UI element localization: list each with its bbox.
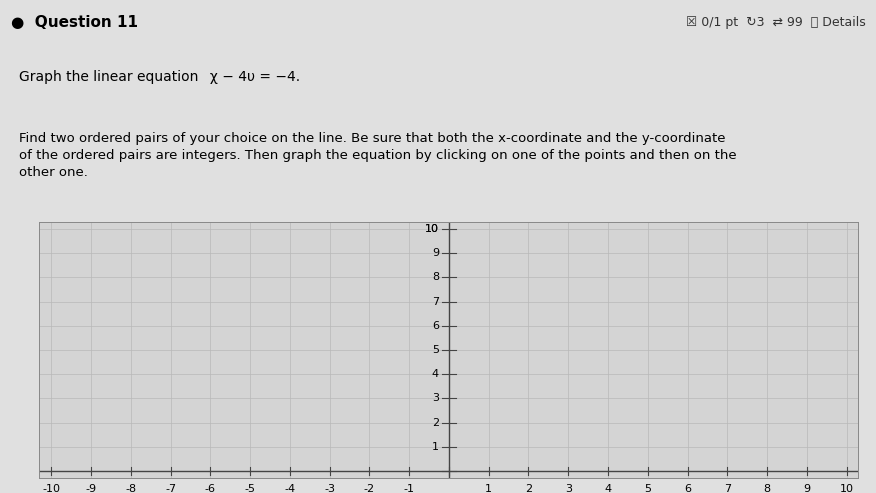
Text: -10: -10 [42,484,60,493]
Text: 7: 7 [432,297,439,307]
Text: 5: 5 [644,484,651,493]
Text: 5: 5 [432,345,439,355]
Text: 1: 1 [485,484,492,493]
Text: -3: -3 [324,484,336,493]
Text: 6: 6 [684,484,691,493]
Text: 7: 7 [724,484,731,493]
Text: 10: 10 [839,484,853,493]
Text: 3: 3 [565,484,572,493]
Text: 1: 1 [432,442,439,452]
Text: -5: -5 [244,484,256,493]
Text: Find two ordered pairs of your choice on the line. Be sure that both the x-coord: Find two ordered pairs of your choice on… [19,132,737,179]
Text: -7: -7 [165,484,176,493]
Text: 2: 2 [432,418,439,427]
Text: 8: 8 [764,484,771,493]
Text: 3: 3 [432,393,439,403]
Text: Graph the linear equation   χ − 4υ = −4.: Graph the linear equation χ − 4υ = −4. [19,70,300,84]
Text: 6: 6 [432,321,439,331]
Text: -1: -1 [404,484,414,493]
Text: -4: -4 [285,484,295,493]
Text: 10: 10 [425,224,439,234]
Text: 10: 10 [425,224,439,234]
Text: -2: -2 [364,484,375,493]
Text: 2: 2 [525,484,532,493]
Text: -6: -6 [205,484,215,493]
Text: -8: -8 [125,484,137,493]
Text: ☒ 0/1 pt  ↻3  ⇄ 99  ⓘ Details: ☒ 0/1 pt ↻3 ⇄ 99 ⓘ Details [686,16,865,29]
Text: 4: 4 [432,369,439,379]
Text: 9: 9 [803,484,810,493]
Text: 4: 4 [604,484,611,493]
Text: ●  Question 11: ● Question 11 [11,15,138,30]
Text: 8: 8 [432,273,439,282]
Text: 9: 9 [432,248,439,258]
Text: -9: -9 [86,484,96,493]
